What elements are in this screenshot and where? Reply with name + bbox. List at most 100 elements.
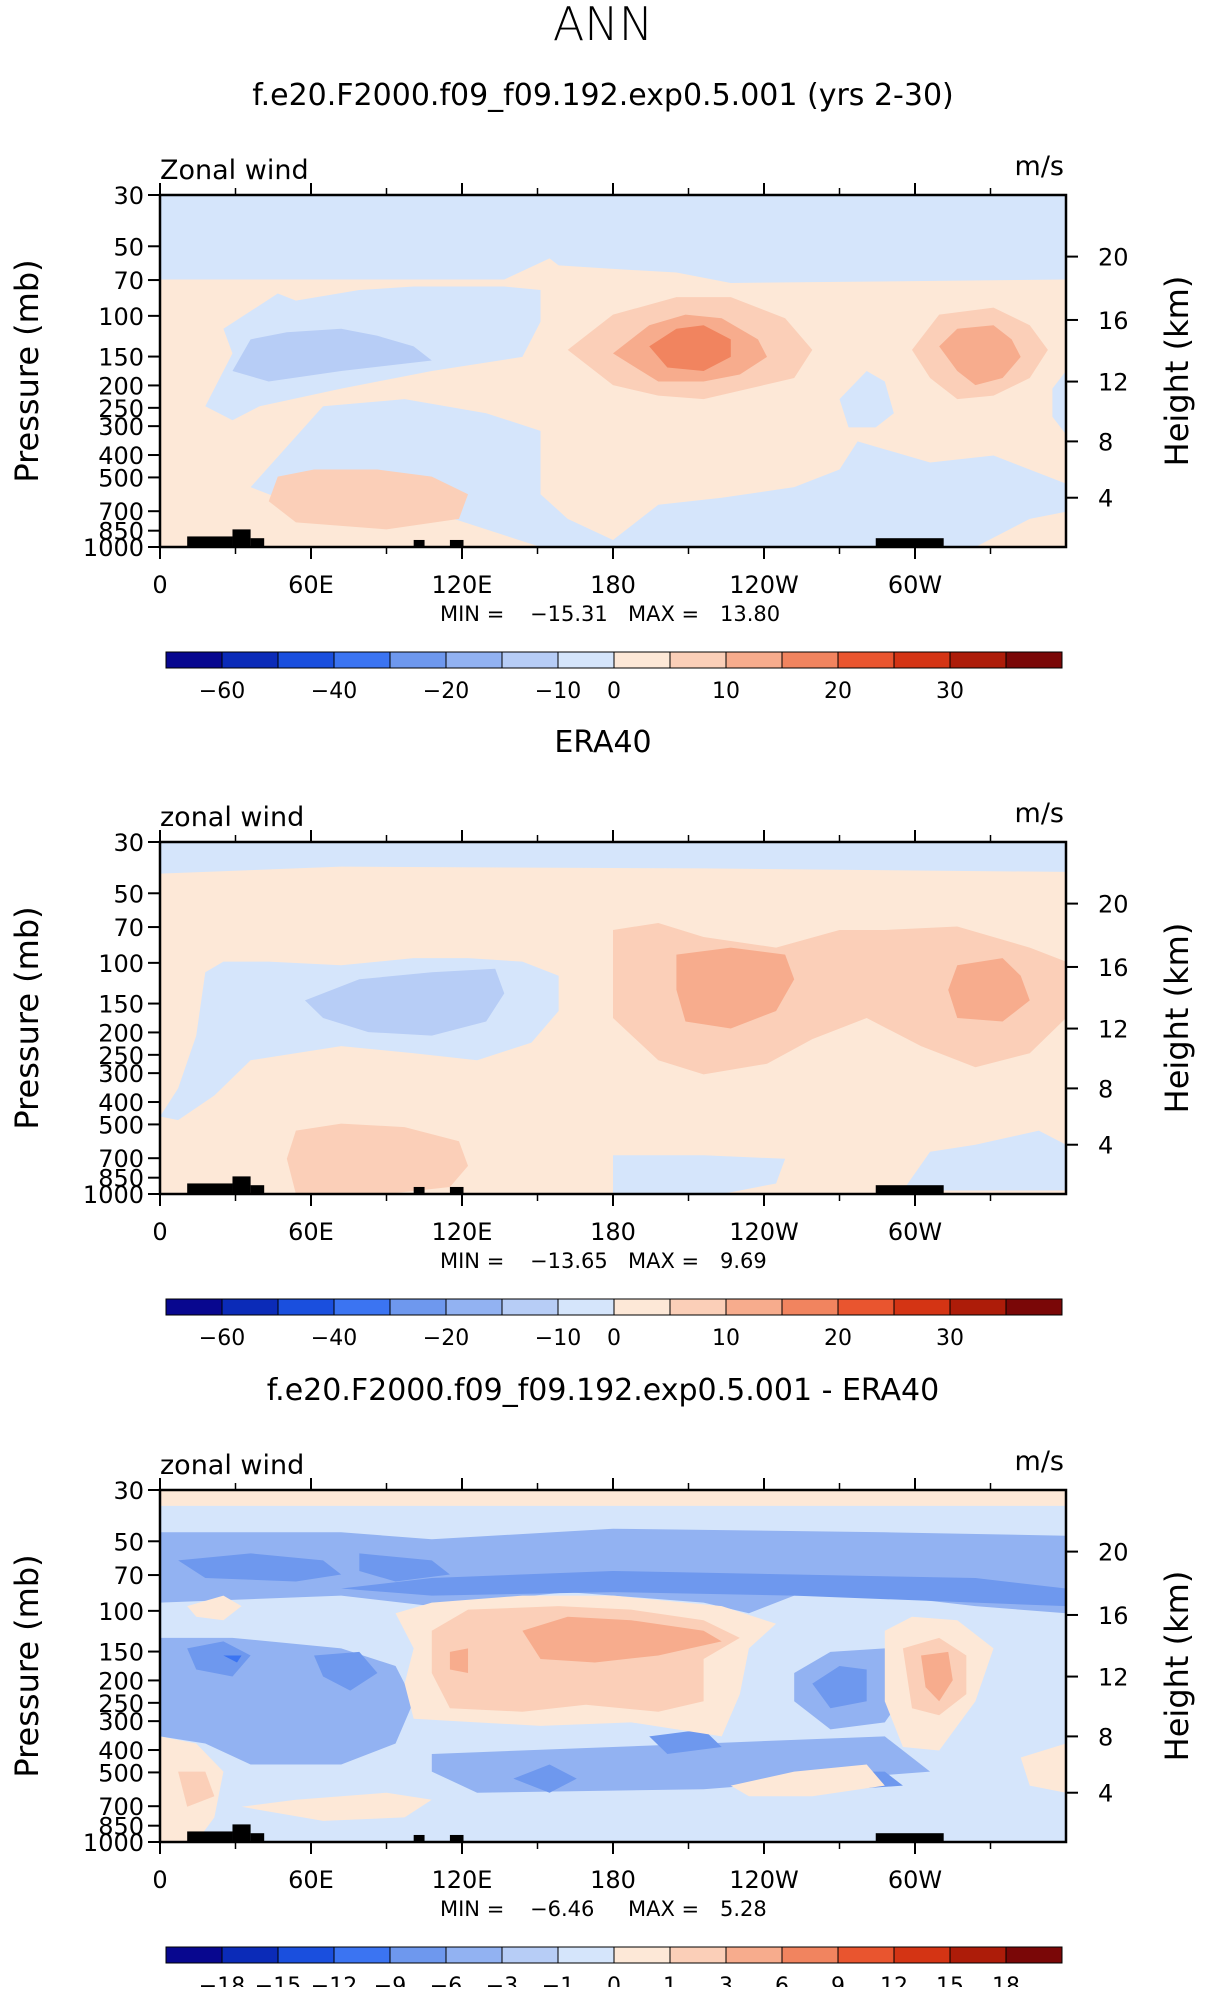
contour-region-28: [921, 1651, 953, 1702]
colorbar-box-9: [613, 651, 671, 669]
x-tick-label: 120E: [432, 571, 493, 599]
x-tick-label: 120E: [432, 1866, 493, 1894]
pressure-tick-label: 300: [98, 1708, 144, 1736]
pressure-tick-label: 70: [113, 914, 144, 942]
colorbar-label: −10: [535, 1326, 581, 1351]
contour-region-10: [268, 469, 469, 530]
contour-region-2: [160, 195, 1066, 283]
colorbar-box-16: [1005, 1946, 1063, 1964]
colorbar-box-9: [613, 1298, 671, 1316]
pressure-tick-label: 150: [98, 991, 144, 1019]
colorbar-box-13: [837, 651, 895, 669]
contour-region-4: [178, 1553, 342, 1582]
min-value: −6.46: [530, 1897, 594, 1921]
colorbar-box-12: [781, 1946, 839, 1964]
height-tick-label: 20: [1098, 244, 1129, 272]
pressure-tick-label: 200: [98, 1019, 144, 1047]
colorbar-label: 0: [607, 679, 621, 704]
units-label: m/s: [1015, 151, 1064, 182]
topography-block-3: [250, 1185, 265, 1194]
pressure-tick-label: 300: [98, 1060, 144, 1088]
height-tick-label: 4: [1098, 1780, 1113, 1808]
units-label: m/s: [1015, 798, 1064, 829]
height-tick-label: 16: [1098, 954, 1129, 982]
min-value: −15.31: [530, 602, 608, 626]
colorbar-label: 10: [712, 679, 740, 704]
pressure-tick-label: 1000: [83, 1829, 144, 1857]
pressure-tick-label: 500: [98, 1759, 144, 1787]
colorbar-box-16: [1005, 651, 1063, 669]
colorbar-box-10: [669, 651, 727, 669]
contour-region-10: [223, 1655, 242, 1663]
pressure-tick-label: 50: [113, 1528, 144, 1556]
colorbar-box-7: [501, 1298, 559, 1316]
height-tick-label: 8: [1098, 428, 1113, 456]
colorbar-label: −10: [535, 679, 581, 704]
colorbar-box-16: [1005, 1298, 1063, 1316]
contour-region-8: [187, 1641, 251, 1677]
topography-block-5: [449, 1834, 464, 1842]
colorbar-box-15: [949, 1946, 1007, 1964]
colorbar-label: −20: [423, 1326, 469, 1351]
colorbar-box-14: [893, 651, 951, 669]
colorbar-label: −60: [199, 1326, 245, 1351]
colorbar-label: −9: [374, 1974, 406, 1987]
pressure-tick-label: 70: [113, 267, 144, 295]
variable-label: Zonal wind: [160, 155, 309, 186]
min-label: MIN =: [440, 602, 504, 626]
contour-region-23: [1020, 1743, 1066, 1793]
colorbar-label: −60: [199, 679, 245, 704]
height-tick-label: 16: [1098, 307, 1129, 335]
colorbar-box-2: [221, 1946, 279, 1964]
colorbar-box-8: [557, 1298, 615, 1316]
contour-region-5: [359, 1553, 450, 1582]
panel-title: f.e20.F2000.f09_f09.192.exp0.5.001 (yrs …: [252, 78, 954, 113]
max-label: MAX =: [628, 1249, 699, 1273]
colorbar-label: 30: [936, 1326, 964, 1351]
height-tick-label: 20: [1098, 1539, 1129, 1567]
height-tick-label: 8: [1098, 1723, 1113, 1751]
pressure-tick-label: 50: [113, 880, 144, 908]
height-tick-label: 8: [1098, 1075, 1113, 1103]
pressure-tick-label: 700: [98, 1145, 144, 1173]
pressure-tick-label: 150: [98, 1639, 144, 1667]
topography-block-4: [413, 539, 425, 547]
max-value: 9.69: [720, 1249, 767, 1273]
contour-region-16: [812, 1666, 867, 1709]
contour-region-7: [232, 328, 432, 382]
x-tick-label: 60E: [288, 1866, 334, 1894]
contour-region-22: [730, 1764, 885, 1797]
topography-block-5: [449, 539, 464, 547]
colorbar-box-3: [277, 1946, 335, 1964]
pressure-tick-label: 500: [98, 1111, 144, 1139]
contour-region-9: [314, 1651, 378, 1691]
colorbar-box-2: [221, 1298, 279, 1316]
topography-block-1: [187, 536, 233, 547]
pressure-tick-label: 250: [98, 1042, 144, 1070]
colorbar-label: −12: [311, 1974, 357, 1987]
height-tick-label: 12: [1098, 1664, 1129, 1692]
pressure-tick-label: 100: [98, 1598, 144, 1626]
max-value: 5.28: [720, 1897, 767, 1921]
pressure-tick-label: 50: [113, 233, 144, 261]
colorbar-box-11: [725, 1946, 783, 1964]
max-value: 13.80: [720, 602, 780, 626]
contour-region-13: [649, 325, 731, 371]
pressure-tick-label: 500: [98, 464, 144, 492]
topography-block-2: [232, 1176, 251, 1194]
pressure-tick-label: 250: [98, 395, 144, 423]
y-right-axis-title: Height (km): [1158, 923, 1196, 1114]
topography-block-2: [232, 1824, 251, 1842]
contour-region-6: [304, 968, 505, 1036]
colorbar-box-9: [613, 1946, 671, 1964]
pressure-tick-label: 700: [98, 498, 144, 526]
colorbar-label: 0: [607, 1974, 621, 1987]
topography-block-6: [875, 538, 944, 547]
colorbar-box-7: [501, 651, 559, 669]
contour-region-19: [187, 1595, 242, 1621]
y-right-axis-title: Height (km): [1158, 276, 1196, 467]
colorbar-box-11: [725, 1298, 783, 1316]
colorbar-box-7: [501, 1946, 559, 1964]
pressure-tick-label: 30: [113, 182, 144, 210]
contour-region-26: [178, 1771, 215, 1807]
